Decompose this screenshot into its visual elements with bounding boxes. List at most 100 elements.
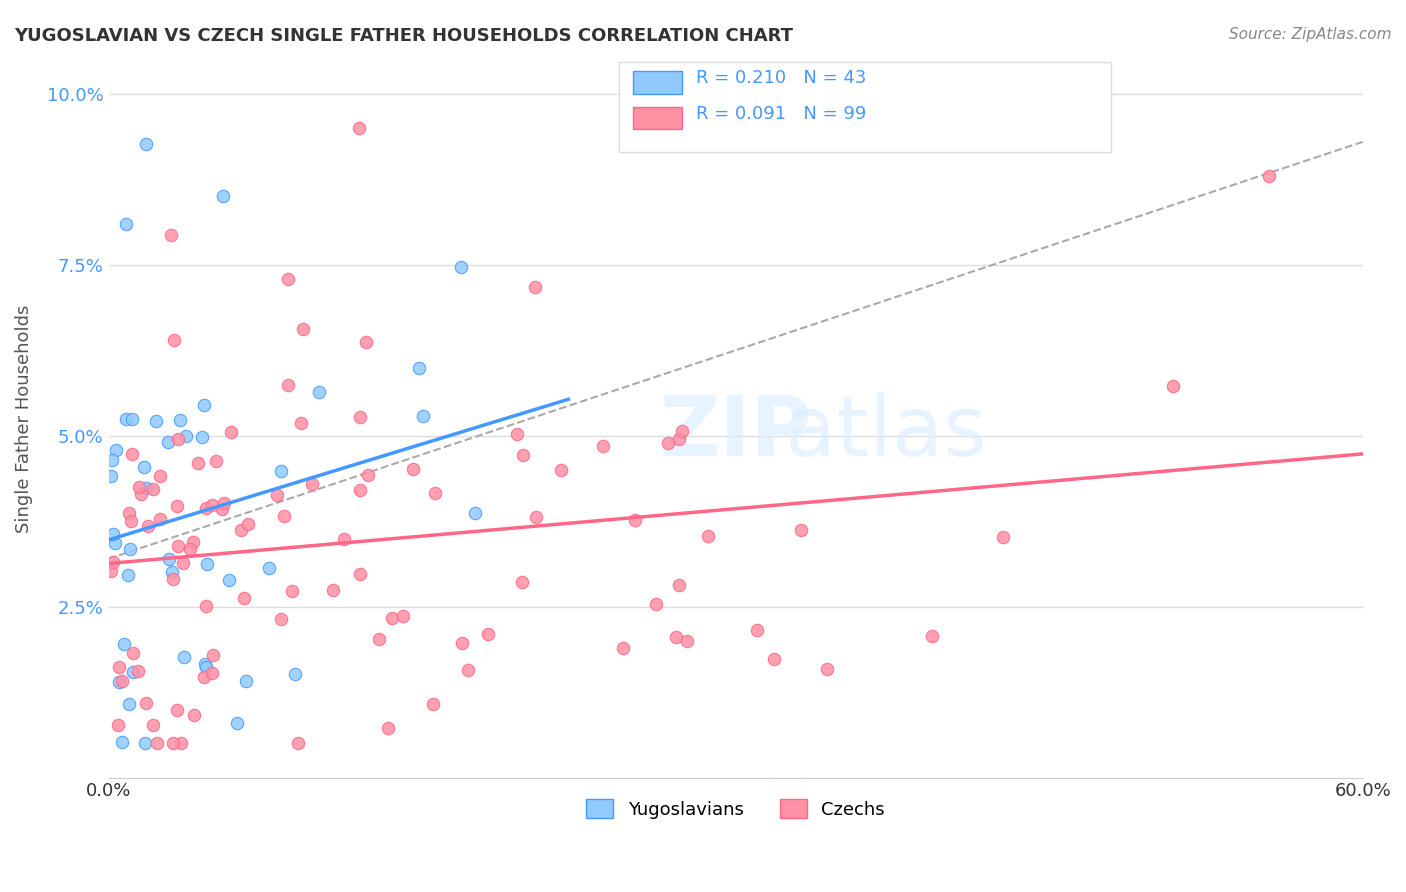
Point xyxy=(193,398,215,412)
Point xyxy=(162,736,184,750)
Point xyxy=(422,697,444,711)
Point xyxy=(121,447,143,461)
Point xyxy=(624,513,647,527)
Point xyxy=(464,506,486,520)
Point xyxy=(349,120,371,135)
Point xyxy=(197,557,219,571)
Point xyxy=(644,597,666,611)
Point xyxy=(169,412,191,426)
Point xyxy=(1257,169,1279,183)
Point xyxy=(676,634,699,648)
Point xyxy=(211,501,233,516)
Point xyxy=(219,425,242,440)
Point xyxy=(287,736,309,750)
Point xyxy=(156,435,179,450)
Point xyxy=(193,657,215,671)
Point xyxy=(815,662,838,676)
Point xyxy=(322,583,344,598)
Point xyxy=(122,646,145,660)
Point xyxy=(118,698,141,712)
Point xyxy=(763,652,786,666)
Point xyxy=(510,575,533,590)
Text: R = 0.210   N = 43: R = 0.210 N = 43 xyxy=(696,70,866,87)
Point xyxy=(392,608,415,623)
Point xyxy=(257,560,280,574)
Point xyxy=(212,189,235,203)
Point xyxy=(107,718,129,732)
Point xyxy=(550,463,572,477)
Point xyxy=(122,665,145,680)
Point xyxy=(129,487,152,501)
Point xyxy=(128,480,150,494)
Point xyxy=(349,567,371,582)
Point xyxy=(277,377,299,392)
Point xyxy=(281,583,304,598)
Point xyxy=(523,280,546,294)
Point xyxy=(266,488,288,502)
Point xyxy=(117,506,139,520)
Point xyxy=(696,528,718,542)
Point xyxy=(381,611,404,625)
Point xyxy=(163,333,186,347)
Point xyxy=(170,736,193,750)
Point xyxy=(349,483,371,497)
Text: ZIP: ZIP xyxy=(659,392,811,474)
Point xyxy=(349,410,371,425)
Point xyxy=(115,412,138,426)
Point xyxy=(668,578,690,592)
Point xyxy=(134,460,156,475)
Point xyxy=(160,566,183,580)
Point xyxy=(229,523,252,537)
Point xyxy=(166,499,188,513)
Point xyxy=(173,650,195,665)
Point xyxy=(187,456,209,470)
Point xyxy=(111,735,134,749)
Point xyxy=(612,640,634,655)
Point xyxy=(218,573,240,587)
Point xyxy=(1161,379,1184,393)
Point xyxy=(233,591,256,606)
Point xyxy=(357,468,380,483)
Point xyxy=(790,523,813,537)
Point xyxy=(101,453,124,467)
Point xyxy=(160,227,183,242)
Point xyxy=(270,612,292,626)
Point xyxy=(425,486,447,500)
Point xyxy=(592,439,614,453)
Point xyxy=(921,629,943,643)
Point xyxy=(121,412,143,426)
Point xyxy=(149,469,172,483)
Point xyxy=(205,453,228,467)
Point xyxy=(194,599,217,614)
Legend: Yugoslavians, Czechs: Yugoslavians, Czechs xyxy=(579,792,893,826)
Point xyxy=(104,443,127,458)
Text: Source: ZipAtlas.com: Source: ZipAtlas.com xyxy=(1229,27,1392,42)
Point xyxy=(120,515,142,529)
Point xyxy=(354,335,377,350)
Point xyxy=(402,462,425,476)
Point xyxy=(179,542,201,557)
Point xyxy=(668,432,690,446)
Point xyxy=(333,533,356,547)
Point xyxy=(117,568,139,582)
Point xyxy=(166,703,188,717)
Point xyxy=(212,496,235,510)
Point xyxy=(202,648,225,663)
Point xyxy=(149,512,172,526)
Point xyxy=(277,271,299,285)
Point xyxy=(101,555,124,569)
Point xyxy=(665,630,688,644)
Point xyxy=(103,527,125,541)
Point xyxy=(183,707,205,722)
Point xyxy=(284,667,307,681)
Point xyxy=(301,477,323,491)
Y-axis label: Single Father Households: Single Father Households xyxy=(15,304,32,533)
Point xyxy=(412,409,434,424)
Point xyxy=(135,481,157,495)
Point xyxy=(108,675,131,690)
Point xyxy=(135,696,157,710)
Point xyxy=(993,530,1015,544)
Point xyxy=(104,536,127,550)
Point xyxy=(408,360,430,375)
Point xyxy=(172,556,194,570)
